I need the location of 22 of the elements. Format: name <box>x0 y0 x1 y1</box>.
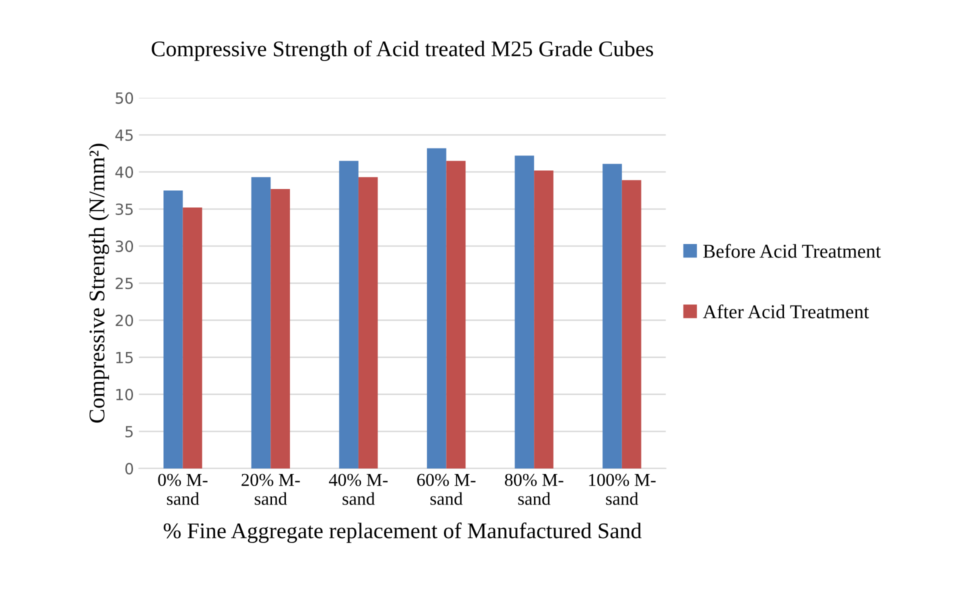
x-tick-label: 0% M- sand <box>158 474 208 505</box>
x-tick-label: 20% M- sand <box>242 474 300 505</box>
x-axis-title: % Fine Aggregate replacement of Manufactured Sand <box>164 522 642 543</box>
x-tick-label: 100% M- sand <box>589 474 656 505</box>
y-tick-label: 5 <box>126 426 133 438</box>
y-tick-label: 15 <box>116 352 133 364</box>
legend-label: Before Acid Treatment <box>703 244 881 258</box>
y-tick-label: 35 <box>116 204 133 216</box>
y-axis-title: Compressive Strength (N/mm²) <box>88 144 110 423</box>
x-tick-label: 40% M- sand <box>328 474 388 505</box>
y-tick-label: 10 <box>116 388 134 400</box>
y-tick-label: 40 <box>115 166 134 178</box>
y-tick-label: 50 <box>116 92 134 104</box>
y-tick-label: 45 <box>115 130 133 141</box>
x-tick-label: 60% M- sand <box>417 474 476 505</box>
y-tick-label: 0 <box>125 462 134 474</box>
legend-label: After Acid Treatment <box>702 304 869 318</box>
y-tick-label: 25 <box>116 278 133 290</box>
chart-title: Compressive Strength of Acid treated M25 Grade Cubes <box>152 40 654 61</box>
y-tick-label: 20 <box>116 314 134 326</box>
x-tick-label: 80% M- sand <box>504 474 564 505</box>
y-tick-label: 30 <box>116 240 134 252</box>
